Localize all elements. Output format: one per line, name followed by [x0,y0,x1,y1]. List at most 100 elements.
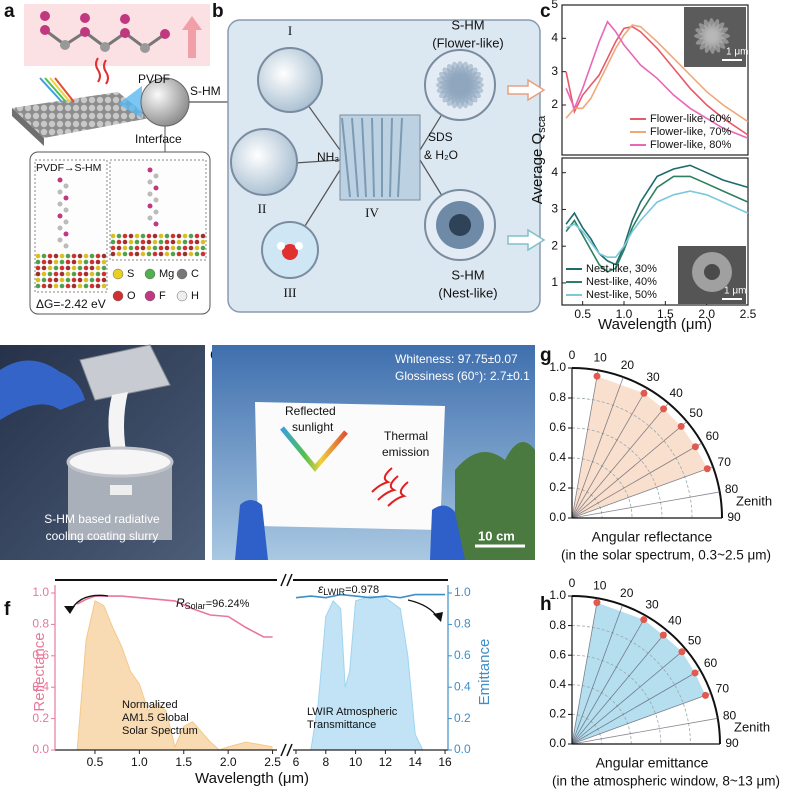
polar-grid-arc [571,654,662,745]
polar-outer-arc [571,595,721,745]
nanowire [389,117,393,198]
y2-tick-label: 0.2 [454,711,471,725]
r-tick-label: 0.2 [549,480,566,494]
light-ray [49,77,71,103]
panel-letter: g [540,345,552,366]
nest-hole [449,214,471,236]
r-tick-label: 0.8 [549,390,566,404]
atom [100,42,110,52]
lattice-atom [140,245,146,251]
paint-pour [108,392,128,462]
annotation: RSolar=96.24% [176,596,250,611]
atom-swatch [176,268,188,280]
data-point [593,599,601,607]
step-bubble [230,128,298,196]
lattice-atom [122,239,128,245]
heat-wave [95,57,101,83]
chart-title: Angular emittance [596,755,709,771]
lattice-atom [95,259,101,265]
lattice-atom [134,245,140,251]
angle-tick-label: 20 [621,358,635,372]
heat-wave [103,59,109,85]
angle-spoke [571,491,720,519]
y-tick-label: 3 [551,64,558,78]
angle-spoke [571,717,718,745]
y-tick-label: 4 [551,31,558,45]
atom-swatch [144,290,156,302]
light-ray [39,77,63,103]
lattice-atom [41,253,47,259]
x-tick-label: 10 [349,755,363,769]
angle-tick-label: 10 [593,351,607,365]
lattice-atom [65,253,71,259]
series-line [565,20,749,140]
data-point [678,648,686,656]
lattice-atom [41,283,47,289]
lattice-atom [35,271,41,277]
r-tick-label: 0.0 [549,510,566,524]
area-fill [310,596,423,750]
lattice-atom [83,259,89,265]
thermal-ray [387,481,409,507]
label: III [284,285,297,300]
step-bubble [257,47,323,113]
label: PVDF [138,72,170,86]
angle-axis-label: Zenith [734,719,770,734]
annotation-main: ε [318,582,324,596]
x-tick-label: 6 [293,755,300,769]
lattice-atom [194,233,200,239]
lattice-atom [47,265,53,271]
lattice-atom [65,283,71,289]
label: Transmittance [307,719,376,731]
data-point [691,669,699,677]
lattice-atom [77,283,83,289]
y2-tick-label: 0.6 [454,648,471,662]
angle-spoke [571,442,703,519]
x-tick-label: 1.5 [175,755,192,769]
lattice-atom [134,233,140,239]
lattice-atom [110,239,116,245]
lattice-atom [65,271,71,277]
lattice-atom [110,251,116,257]
series-line [565,24,749,123]
lattice-atom [122,233,128,239]
angle-tick-label: 90 [725,736,739,750]
y-tick-label: 3 [551,202,558,216]
lattice-atom [35,253,41,259]
trees [455,442,535,560]
zoom-cone [118,86,142,118]
label: (Nest-like) [438,285,497,300]
angle-spoke [571,402,669,519]
nanowire [371,117,375,198]
axis-break [286,573,293,587]
y-tick-label: 0.8 [32,617,49,631]
angle-spoke [571,669,701,745]
lattice-atom [77,265,83,271]
legend-label: Flower-like, 60% [650,113,732,125]
lattice-atom [41,265,47,271]
lattice-atom [83,253,89,259]
lattice-atom [152,245,158,251]
chain-atom [153,209,159,215]
x-axis-label: Wavelength (μm) [195,770,309,787]
angle-spoke [571,615,647,745]
label: S-HM [190,84,221,98]
label: 10 cm [478,528,515,543]
axis-break [286,743,293,757]
lattice-atom [59,277,65,283]
label: C [191,268,199,280]
angle-tick-label: 90 [727,510,741,524]
lattice-atom [158,251,164,257]
lattice-atom [65,265,71,271]
label: Solar Spectrum [122,725,198,737]
y-tick-label: 0.6 [32,648,49,662]
atom [80,13,90,23]
label: I [288,23,292,38]
polar-area [572,602,706,744]
angle-tick-label: 60 [706,429,720,443]
angle-tick-label: 0 [569,576,576,590]
x-tick-label: 2.5 [740,307,757,321]
lattice-atom [83,265,89,271]
lattice-atom [47,277,53,283]
nanowire [351,117,359,198]
